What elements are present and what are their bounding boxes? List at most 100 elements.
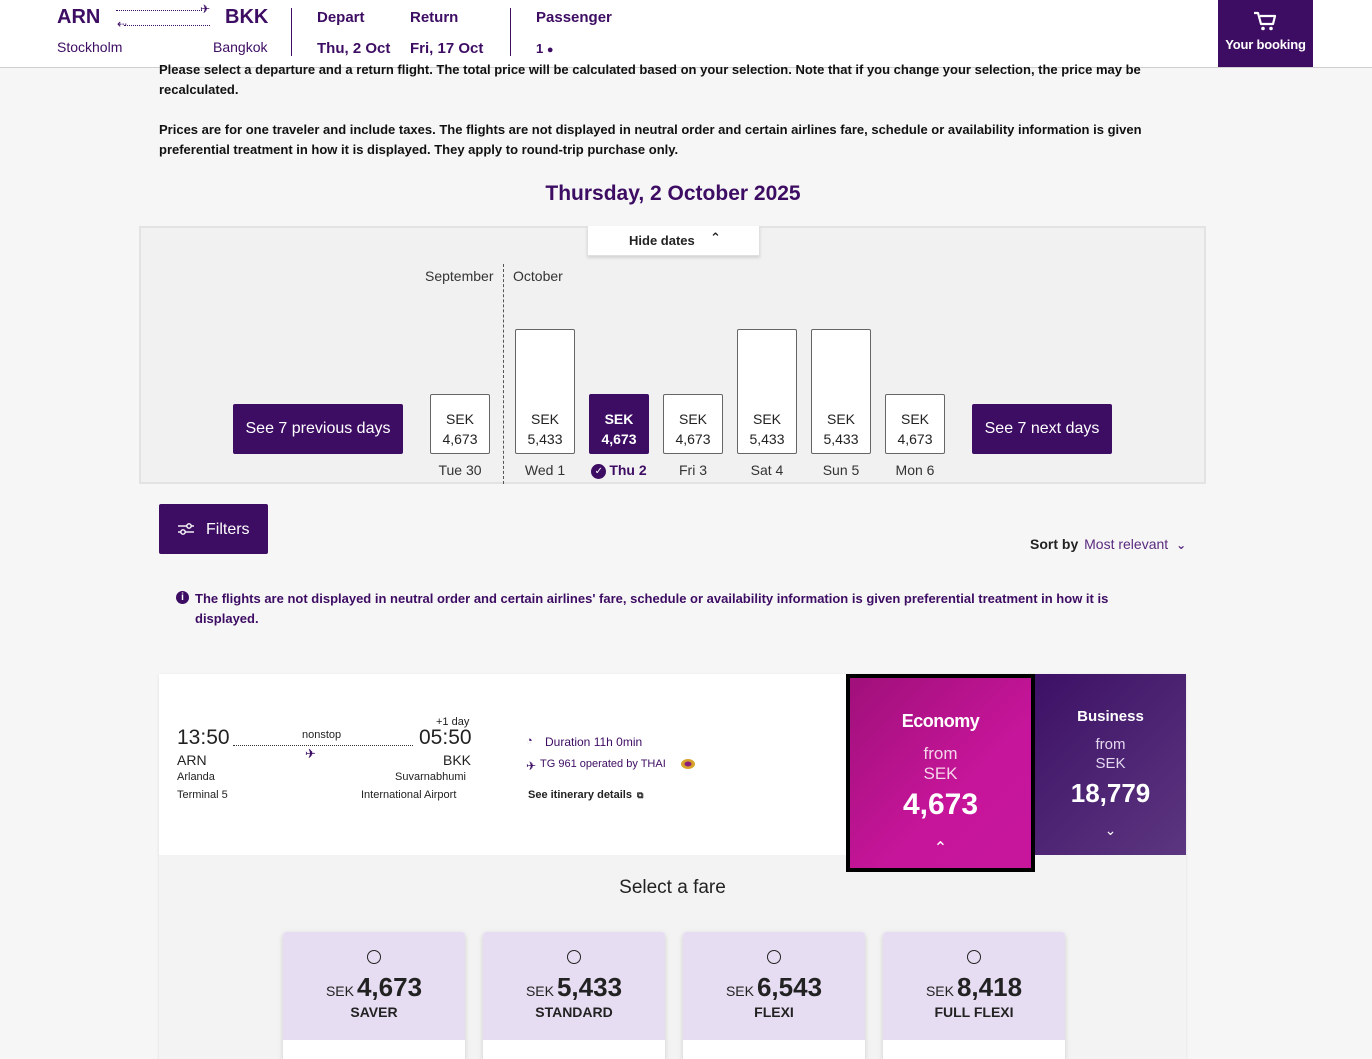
business-cabin-button[interactable]: Business from SEK 18,779 ⌄	[1035, 674, 1186, 855]
fare-radio[interactable]	[967, 950, 981, 964]
arrive-airport-type: International Airport	[361, 789, 457, 801]
flight-path-line	[233, 745, 413, 746]
economy-cabin-button[interactable]: Economy from SEK 4,673 ⌃	[846, 674, 1035, 872]
depart-date[interactable]: Thu, 2 Oct	[317, 40, 391, 57]
arrive-code: BKK	[443, 752, 472, 768]
plane-small-icon: ✈	[526, 759, 537, 773]
price-info-text: Prices are for one traveler and include …	[159, 122, 1142, 157]
bar-price: 5,433	[823, 431, 859, 447]
origin-code[interactable]: ARN	[57, 6, 101, 28]
operated-by: TG 961 operated by THAI	[540, 758, 666, 770]
bar-price: 4,673	[442, 431, 478, 447]
your-booking-button[interactable]: Your booking	[1218, 0, 1313, 67]
bar-price: 4,673	[675, 431, 711, 447]
chevron-down-icon: ⌄	[1176, 538, 1187, 552]
fare-card-flexi[interactable]: SEK 6,543 FLEXI	[683, 932, 865, 1059]
itinerary-details-link[interactable]: See itinerary details ⧉	[528, 789, 643, 801]
date-day-label[interactable]: Sun 5	[801, 462, 881, 478]
business-price: 18,779	[1070, 778, 1151, 808]
business-name: Business	[1077, 708, 1144, 725]
see-next-days-button[interactable]: See 7 next days	[972, 404, 1112, 454]
date-day-text: Sun 5	[822, 462, 860, 478]
date-day-text: Tue 30	[438, 462, 482, 478]
preferential-notice: The flights are not displayed in neutral…	[195, 591, 1109, 626]
business-from: from SEK	[1035, 735, 1186, 773]
date-day-label[interactable]: ✓ Thu 2	[579, 462, 659, 479]
depart-code: ARN	[177, 752, 207, 768]
economy-from: from SEK	[850, 744, 1031, 784]
itinerary-details-label: See itinerary details	[528, 789, 632, 801]
date-price-bar[interactable]: SEK 4,673	[589, 394, 649, 454]
fare-card-full-flexi[interactable]: SEK 8,418 FULL FLEXI	[883, 932, 1065, 1059]
sort-dropdown[interactable]: Sort by Most relevant ⌄	[1030, 536, 1186, 552]
bar-currency: SEK	[752, 411, 781, 427]
info-icon: i	[176, 591, 189, 604]
date-price-bar[interactable]: SEK 4,673	[885, 394, 945, 454]
duration: Duration 11h 0min	[545, 735, 643, 749]
date-price-bar[interactable]: SEK 4,673	[430, 394, 490, 454]
date-price-bar[interactable]: SEK 5,433	[737, 329, 797, 454]
date-day-label[interactable]: Fri 3	[653, 462, 733, 478]
fare-radio[interactable]	[767, 950, 781, 964]
business-currency: SEK	[1095, 755, 1126, 772]
filters-label: Filters	[206, 521, 250, 538]
date-day-label[interactable]: Wed 1	[505, 462, 585, 478]
person-icon: ●	[546, 44, 554, 56]
economy-from-label: from	[923, 744, 958, 763]
check-circle-icon: ✓	[591, 464, 607, 479]
sort-label: Sort by	[1030, 536, 1079, 552]
date-price-bar[interactable]: SEK 5,433	[515, 329, 575, 454]
fare-radio[interactable]	[367, 950, 381, 964]
header-divider	[510, 8, 511, 56]
date-day-label[interactable]: Mon 6	[875, 462, 955, 478]
fare-radio[interactable]	[567, 950, 581, 964]
fare-card-top: SEK 5,433 STANDARD	[483, 932, 665, 1040]
bar-price: 4,673	[897, 431, 933, 447]
destination-city: Bangkok	[213, 39, 268, 55]
bar-currency: SEK	[900, 411, 929, 427]
economy-price: 4,673	[902, 788, 979, 821]
see-previous-days-button[interactable]: See 7 previous days	[233, 404, 403, 454]
fare-name: STANDARD	[535, 1004, 613, 1020]
hide-dates-toggle[interactable]: Hide dates ⌃	[587, 226, 760, 256]
depart-terminal: Terminal 5	[177, 789, 228, 801]
fare-currency: SEK	[725, 983, 754, 999]
depart-label: Depart	[317, 9, 365, 26]
passenger-count[interactable]: 1 ●	[536, 41, 554, 56]
fare-name: FULL FLEXI	[934, 1004, 1014, 1020]
external-link-icon: ⧉	[637, 790, 644, 800]
cart-icon	[1254, 11, 1277, 31]
bar-currency: SEK	[826, 411, 855, 427]
month-separator	[503, 264, 504, 484]
passenger-label: Passenger	[536, 9, 612, 26]
fare-amount: 6,543	[756, 972, 823, 1002]
day-offset: +1 day	[436, 716, 470, 728]
destination-code[interactable]: BKK	[225, 6, 269, 28]
fare-name: SAVER	[350, 1004, 398, 1020]
month-label-next: October	[513, 268, 563, 284]
thai-logo-icon	[680, 757, 696, 771]
fare-card-standard[interactable]: SEK 5,433 STANDARD	[483, 932, 665, 1059]
chevron-down-icon: ⌄	[1104, 822, 1117, 838]
date-day-label[interactable]: Sat 4	[727, 462, 807, 478]
fare-card-top: SEK 8,418 FULL FLEXI	[883, 932, 1065, 1040]
sort-value: Most relevant	[1084, 536, 1169, 552]
fare-card-saver[interactable]: SEK 4,673 SAVER	[283, 932, 465, 1059]
date-price-bar[interactable]: SEK 4,673	[663, 394, 723, 454]
bar-currency: SEK	[604, 411, 634, 427]
top-header: ARN Stockholm ✈ ⇠ BKK Bangkok Depart Thu…	[0, 0, 1372, 68]
date-price-bar[interactable]: SEK 5,433	[811, 329, 871, 454]
date-day-label[interactable]: Tue 30	[420, 462, 500, 478]
fare-amount: 5,433	[556, 972, 623, 1002]
month-label-prev: September	[425, 268, 494, 284]
fare-card-top: SEK 4,673 SAVER	[283, 932, 465, 1040]
bar-currency: SEK	[445, 411, 474, 427]
chevron-up-icon: ⌃	[710, 230, 721, 245]
depart-airport: Arlanda	[177, 771, 215, 783]
economy-currency: SEK	[923, 764, 958, 783]
filters-button[interactable]: Filters	[159, 504, 268, 554]
bar-price: 5,433	[527, 431, 563, 447]
return-date[interactable]: Fri, 17 Oct	[410, 40, 484, 57]
business-from-label: from	[1095, 736, 1126, 753]
round-trip-arrows-icon: ✈ ⇠	[116, 2, 210, 31]
